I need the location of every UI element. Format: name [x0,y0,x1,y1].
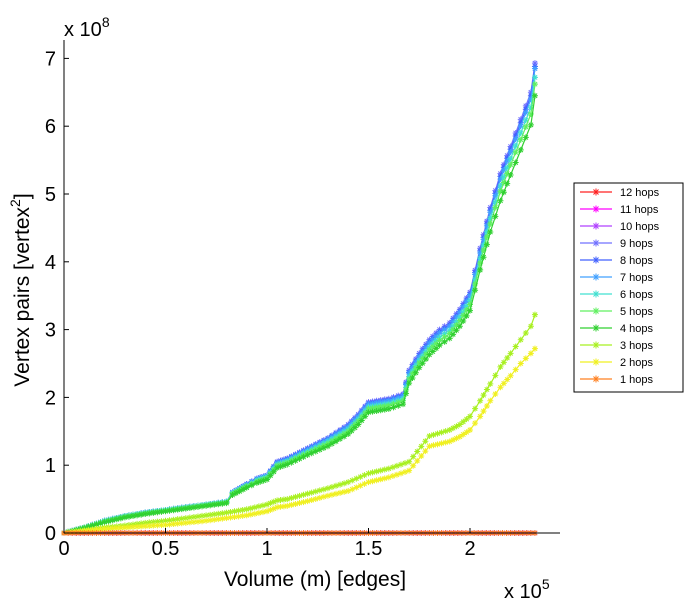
legend-label: 2 hops [620,357,654,369]
y-tick-label: 7 [45,48,56,70]
legend-swatch-marker [592,256,600,264]
y-tick-label: 3 [45,320,56,342]
y-tick-label: 1 [45,455,56,477]
x-tick-label: 0.5 [152,538,180,560]
y-multiplier-label: x 108 [64,14,110,41]
legend-swatch-marker [592,375,600,383]
legend-swatch-marker [592,222,600,230]
plot-area [61,60,538,536]
legend-swatch-marker [592,341,600,349]
legend-item: 9 hops [580,238,654,250]
y-tick-label: 6 [45,116,56,138]
legend-items: 12 hops 11 hops 10 hops 9 hops 8 hops 7 hops 6… [580,187,660,386]
legend-label: 12 hops [620,187,660,199]
legend-swatch-marker [592,324,600,332]
legend-label: 8 hops [620,255,654,267]
series-7-hops [61,65,538,536]
x-ticks: 0 0.5 1 1.5 2 [58,528,476,560]
series-6-hops [61,74,538,536]
y-tick-label: 4 [45,252,56,274]
series-layer [61,60,538,536]
legend-label: 6 hops [620,289,654,301]
legend-label: 5 hops [620,306,654,318]
legend-label: 10 hops [620,221,660,233]
series-4-hops [61,92,538,536]
series-markers [61,65,538,536]
legend-label: 7 hops [620,272,654,284]
x-tick-label: 1.5 [355,538,383,560]
y-tick-label: 2 [45,387,56,409]
legend-label: 1 hops [620,374,654,386]
legend-item: 1 hops [580,374,654,386]
legend-swatch-marker [592,307,600,315]
legend-label: 11 hops [620,204,659,216]
legend-swatch-marker [592,188,600,196]
series-markers [61,345,538,536]
legend-swatch-marker [592,273,600,281]
legend: 12 hops 11 hops 10 hops 9 hops 8 hops 7 hops 6… [573,182,684,393]
y-multiplier-base: x 10 [64,19,102,41]
y-axis-label-sup: 2 [7,199,23,207]
legend-label: 3 hops [620,340,654,352]
y-tick-label: 5 [45,184,56,206]
legend-item: 2 hops [580,357,654,369]
y-multiplier-exponent: 8 [102,14,110,30]
x-tick-label: 2 [464,538,475,560]
legend-swatch-marker [592,239,600,247]
series-markers [61,74,538,536]
series-2-hops [61,345,538,536]
legend-swatch-marker [592,290,600,298]
legend-label: 4 hops [620,323,654,335]
y-ticks: 0 1 2 3 4 5 6 7 [45,48,69,545]
legend-item: 12 hops [580,187,660,199]
legend-item: 4 hops [580,323,654,335]
legend-item: 10 hops [580,221,660,233]
legend-label: 9 hops [620,238,654,250]
x-axis-label: Volume (m) [edges] [224,568,406,591]
y-axis-label-end: ] [11,193,34,199]
legend-item: 6 hops [580,289,654,301]
legend-item: 11 hops [580,204,659,216]
legend-item: 7 hops [580,272,654,284]
legend-box [573,182,684,393]
x-multiplier-exponent: 5 [542,576,550,592]
legend-swatch-marker [592,358,600,366]
x-tick-label: 0 [58,538,69,560]
legend-item: 3 hops [580,340,654,352]
series-markers [61,81,538,536]
y-tick-label: 0 [45,523,56,545]
legend-swatch-marker [592,205,600,213]
legend-item: 5 hops [580,306,654,318]
legend-item: 8 hops [580,255,654,267]
y-axis-label-main: Vertex pairs [vertex [11,206,34,386]
series-markers [61,92,538,536]
x-multiplier-base: x 10 [504,581,542,600]
x-tick-label: 1 [261,538,272,560]
axes: 0 0.5 1 1.5 2 0 1 2 3 4 5 6 7 [45,40,560,560]
series-5-hops [61,81,538,536]
x-multiplier-label: x 105 [504,576,550,600]
y-axis-label: Vertex pairs [vertex2] [7,193,34,386]
